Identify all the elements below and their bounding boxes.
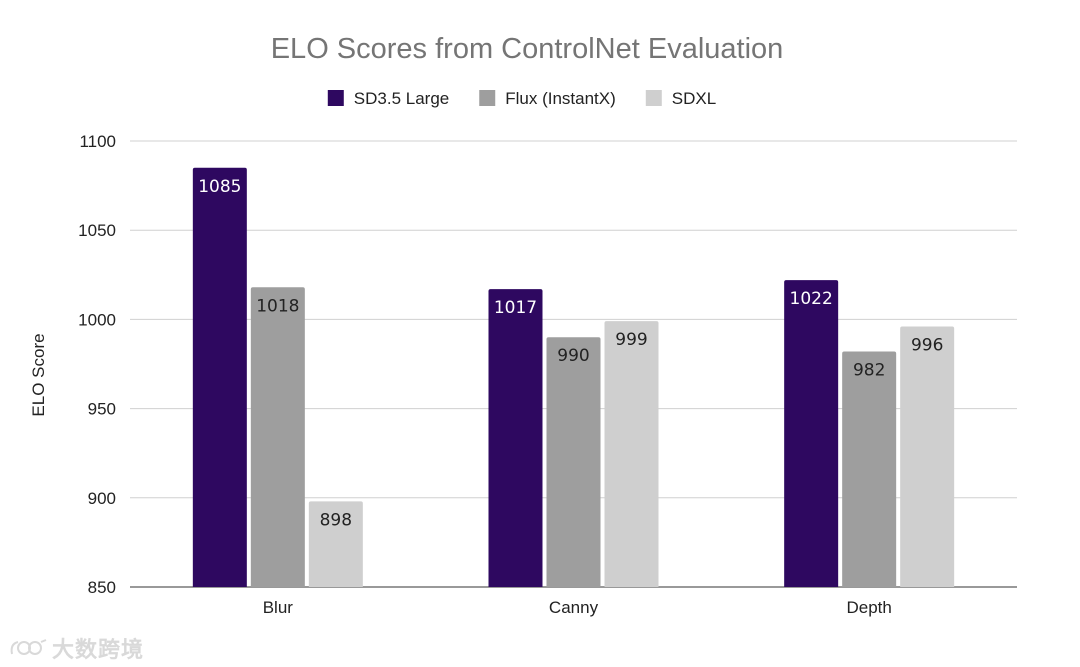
- y-tick-label: 900: [88, 489, 116, 508]
- watermark-logo-icon: [10, 639, 47, 655]
- bar-depth-sdxl: [900, 326, 955, 587]
- bar-blur-sd3-5-large: [192, 167, 247, 587]
- bar-data-label: 990: [557, 346, 589, 366]
- bar-depth-sd3-5-large: [784, 280, 839, 587]
- watermark: 大数跨境: [8, 632, 144, 664]
- legend-label: Flux (InstantX): [505, 89, 616, 108]
- legend-swatch: [327, 90, 344, 106]
- legend-swatch: [645, 90, 662, 106]
- bar-data-label: 996: [911, 336, 943, 356]
- x-axis-ticks: Blur Canny Depth: [263, 598, 892, 617]
- bar-data-label: 1085: [198, 177, 241, 197]
- y-tick-label: 950: [88, 400, 116, 419]
- bar-canny-sd3-5-large: [488, 289, 543, 587]
- y-axis-label: ELO Score: [29, 333, 48, 416]
- bar-data-label: 1017: [494, 298, 537, 318]
- legend-swatch: [479, 90, 496, 106]
- y-axis-ticks: 850 900 950 1000 1050 1100: [78, 132, 116, 597]
- bar-data-label: 982: [853, 361, 885, 381]
- x-tick-label: Blur: [263, 598, 294, 617]
- y-tick-label: 1050: [78, 221, 116, 240]
- x-tick-label: Canny: [549, 598, 599, 617]
- bars: [192, 167, 955, 587]
- legend: SD3.5 Large Flux (InstantX) SDXL: [327, 89, 716, 108]
- bar-depth-flux-instantx: [842, 351, 897, 587]
- legend-label: SD3.5 Large: [354, 89, 449, 108]
- bar-canny-flux-instantx: [546, 337, 601, 587]
- watermark-text: 大数跨境: [52, 638, 145, 663]
- x-tick-label: Depth: [846, 598, 891, 617]
- bar-blur-sdxl: [308, 501, 363, 587]
- bar-labels: 1085 1018 898 1017 990 999 1022 982 996: [198, 177, 943, 531]
- chart-title: ELO Scores from ControlNet Evaluation: [271, 33, 784, 65]
- bar-canny-sdxl: [604, 321, 659, 587]
- legend-label: SDXL: [672, 89, 716, 108]
- y-tick-label: 850: [88, 578, 116, 597]
- bar-blur-flux-instantx: [250, 287, 305, 587]
- y-tick-label: 1000: [78, 310, 116, 329]
- bar-data-label: 1018: [256, 296, 299, 316]
- y-tick-label: 1100: [79, 132, 116, 151]
- bar-data-label: 999: [615, 330, 647, 350]
- bar-data-label: 1022: [790, 289, 833, 309]
- bar-data-label: 898: [320, 510, 352, 530]
